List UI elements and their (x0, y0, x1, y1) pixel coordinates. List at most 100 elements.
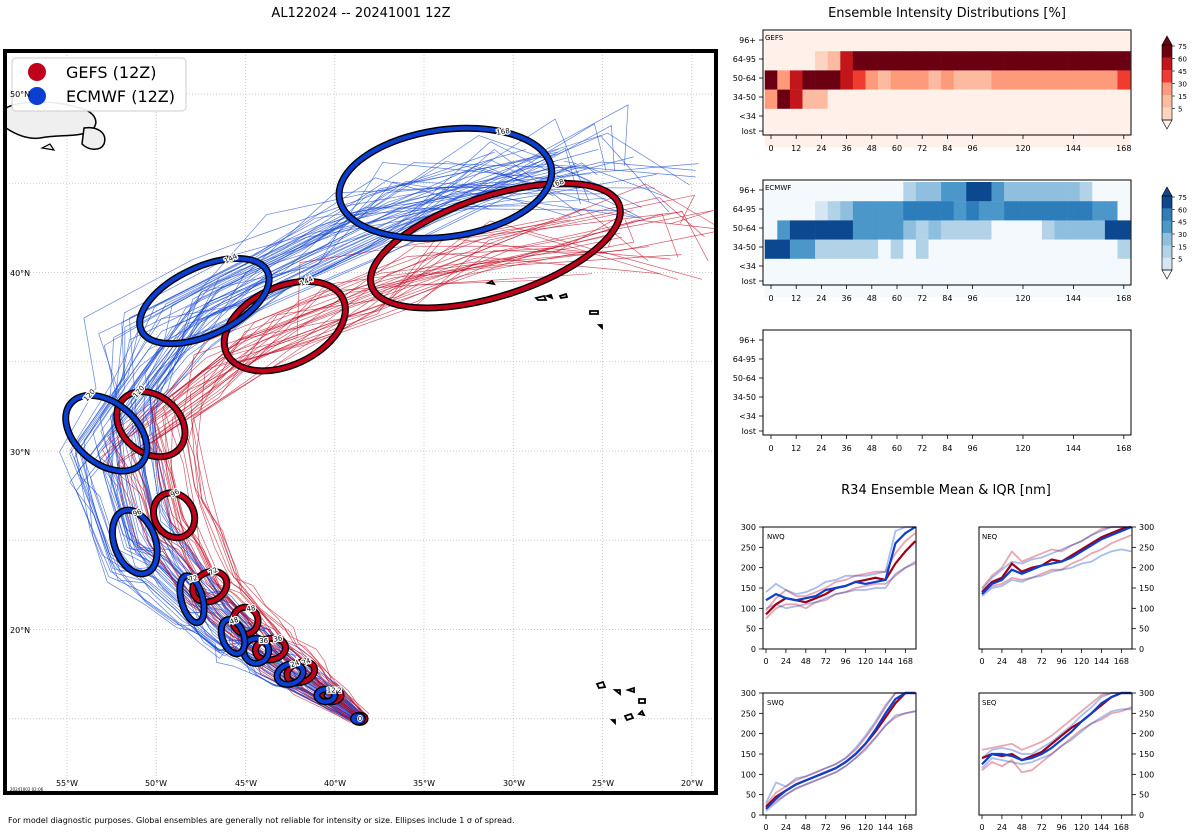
heatmap-cell (1104, 258, 1118, 279)
r34-y-tick-label: 150 (1139, 584, 1154, 593)
heatmap-cell (802, 89, 816, 109)
footer-note: For model diagnostic purposes. Global en… (8, 816, 515, 825)
r34-x-tick-label: 120 (858, 823, 873, 832)
ellipse-ring (110, 508, 160, 576)
colorbar-segment (1162, 220, 1172, 234)
lat-tick-labels: 50°N 40°N 30°N 20°N (10, 90, 30, 635)
heatmap-cell (865, 239, 879, 259)
empty-intensity-panel: 96+ 64-95 50-64 34-50 <34 lost 0 12 24 36 48 60 72 84… (733, 329, 1132, 453)
heatmap-cell (941, 201, 954, 221)
heatmap-cell (1029, 32, 1043, 52)
heatmap-cell (1041, 32, 1055, 52)
track-line (97, 154, 556, 721)
r34-y-tick-label: 100 (1139, 770, 1154, 779)
heatmap-cell (789, 32, 803, 52)
r34-x-tick-label: 72 (1037, 823, 1047, 832)
heatmap-cell (928, 89, 942, 109)
r34-x-tick-label: 0 (763, 657, 768, 666)
heatmap-cell (1004, 89, 1017, 109)
colorbar-extend-bottom (1161, 269, 1173, 280)
heatmap-cell (978, 201, 992, 221)
heatmap-cell (1067, 182, 1080, 202)
r34-y-tick-label: 300 (741, 523, 756, 532)
ellipse-hour-label: 48 (246, 604, 256, 613)
hour-tick-label: 120 (1015, 294, 1030, 303)
map-legend: GEFS (12Z) ECMWF (12Z) (11, 57, 187, 112)
r34-x-tick-label: 72 (1037, 657, 1047, 666)
heatmap-cell (764, 239, 778, 259)
ecmwf-iqr-low-line (981, 708, 1132, 769)
heatmap-cell (953, 32, 967, 52)
heatmap-cell (1117, 108, 1131, 129)
r34-y-tick-label: 0 (751, 811, 756, 820)
heatmap-cell (941, 239, 954, 259)
ecmwf-iqr-low-line (765, 710, 916, 812)
heatmap-cell (928, 278, 942, 298)
heatmap-cell (928, 70, 942, 90)
r34-y-tick-label: 250 (1139, 709, 1154, 718)
heatmap-cell (827, 220, 841, 240)
heatmap-cell (827, 32, 841, 52)
heatmap-cell (890, 239, 904, 259)
intensity-row-label: <34 (739, 112, 756, 121)
heatmap-cell (878, 51, 891, 71)
forecast-ellipse: 12 (313, 685, 339, 706)
heatmap-cell (840, 239, 854, 259)
r34-seq-panel: 0 50 100 150 200 250 300 0 24 48 72 96 120 144 168 (978, 689, 1154, 832)
ellipse-hour-label: 72 (188, 574, 199, 584)
heatmap-cell (852, 108, 866, 129)
r34-y-tick-label: 200 (1139, 564, 1154, 573)
heatmap-cell (966, 89, 980, 109)
ecmwf-iqr-low-line (765, 560, 916, 610)
gefs-colorbar: 75 60 45 30 15 5 (1161, 35, 1187, 130)
hour-tick-label: 12 (791, 144, 801, 153)
hour-tick-label: 72 (917, 144, 927, 153)
hour-tick-label: 36 (842, 444, 852, 453)
intensity-row-label: 64-95 (733, 205, 756, 214)
heatmap-cell (777, 32, 791, 52)
heatmap-cell (890, 258, 904, 279)
ecmwf-iqr-high-line (981, 526, 1132, 591)
ecmwf-mean-line (765, 691, 916, 810)
heatmap-cell (953, 51, 967, 71)
heatmap-cell (789, 108, 803, 129)
heatmap-cell (865, 89, 879, 109)
colorbar-tick-label: 5 (1178, 106, 1182, 114)
heatmap-cell (827, 182, 841, 202)
ellipse-ring (177, 573, 207, 625)
heatmap-cell (1004, 182, 1017, 202)
heatmap-cell (827, 278, 841, 298)
heatmap-cell (815, 89, 828, 109)
ellipse-ring (190, 569, 229, 605)
heatmap-cell (789, 182, 803, 202)
r34-x-tick-label: 168 (898, 657, 913, 666)
colorbar-tick-label: 45 (1178, 219, 1187, 227)
heatmap-cell (815, 239, 828, 259)
hour-tick-label: 24 (816, 444, 826, 453)
heatmap-cell (1092, 182, 1106, 202)
hour-tick-label: 0 (768, 444, 773, 453)
intensity-row-label: <34 (739, 412, 756, 421)
heatmap-cell (1079, 258, 1093, 279)
heatmap-cell (978, 258, 992, 279)
lon-tick: 20°W (681, 779, 703, 788)
ecmwf-colorbar: 75 60 45 30 15 5 (1161, 186, 1187, 280)
heatmap-cell (991, 258, 1005, 279)
heatmap-cell (1104, 89, 1118, 109)
heatmap-cell (827, 108, 841, 129)
heatmap-cell (1004, 32, 1017, 52)
heatmap-cell (903, 258, 917, 279)
r34-y-tick-label: 0 (1139, 811, 1144, 820)
r34-y-tick-label: 200 (1139, 730, 1154, 739)
heatmap-cell (1054, 32, 1068, 52)
hour-tick-label: 60 (892, 294, 902, 303)
gefs-iqr-low-line (981, 534, 1132, 595)
gefs-intensity-panel: GEFS 96+ 64-95 50-64 34-50 <34 lost 0 12 24 36 48 6… (733, 29, 1132, 153)
heatmap-cell (802, 278, 816, 298)
hour-tick-label: 48 (867, 144, 877, 153)
heatmap-cell (1016, 32, 1030, 52)
r34-y-tick-label: 50 (746, 791, 756, 800)
heatmap-cell (827, 239, 841, 259)
heatmap-cell (815, 220, 828, 240)
